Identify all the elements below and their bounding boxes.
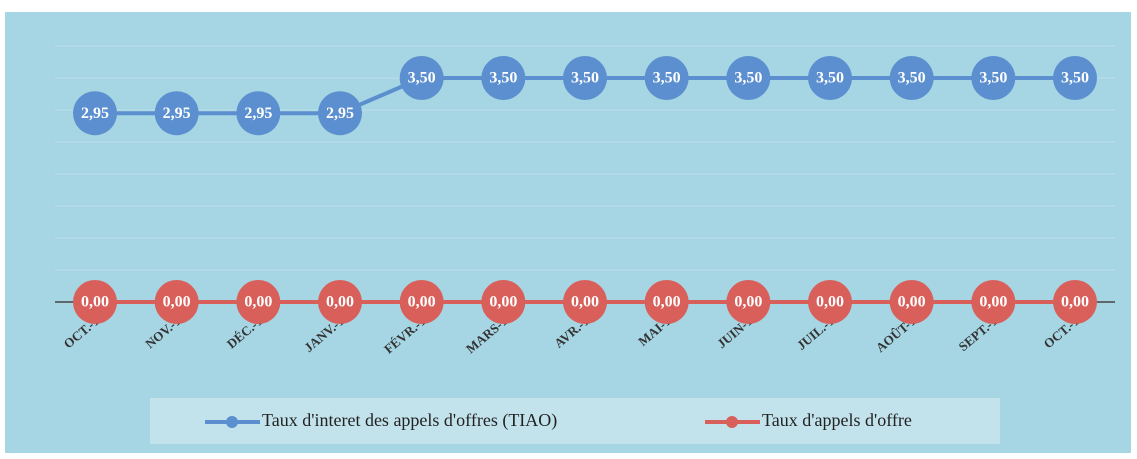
data-label: 3,50 <box>408 70 436 87</box>
data-point <box>808 280 852 324</box>
data-point <box>644 56 689 100</box>
data-point <box>73 91 117 136</box>
legend-label: Taux d'appels d'offre <box>762 410 912 430</box>
legend-marker <box>726 416 738 428</box>
data-point <box>318 91 362 136</box>
data-point <box>563 280 607 324</box>
data-label: 2,95 <box>326 105 354 122</box>
data-point <box>399 56 444 100</box>
data-label: 0,00 <box>163 294 191 311</box>
data-label: 3,50 <box>571 70 599 87</box>
data-point <box>481 280 526 324</box>
data-point <box>726 56 771 100</box>
data-label: 2,95 <box>81 105 109 122</box>
data-point <box>971 56 1016 100</box>
data-point <box>154 91 199 136</box>
data-point <box>399 280 444 324</box>
data-point <box>481 56 526 100</box>
data-label: 2,95 <box>163 105 191 122</box>
data-label: 0,00 <box>489 294 517 311</box>
data-label: 0,00 <box>898 294 926 311</box>
data-label: 3,50 <box>734 70 762 87</box>
legend-box <box>150 398 1000 444</box>
data-point <box>889 280 934 324</box>
data-label: 0,00 <box>816 294 844 311</box>
data-label: 0,00 <box>1061 294 1089 311</box>
data-point <box>236 280 281 324</box>
legend-label: Taux d'interet des appels d'offres (TIAO… <box>262 410 557 431</box>
data-point <box>1053 280 1097 324</box>
data-label: 0,00 <box>326 294 354 311</box>
legend-marker <box>226 416 238 428</box>
data-point <box>1053 56 1097 100</box>
data-label: 0,00 <box>653 294 681 311</box>
data-label: 0,00 <box>571 294 599 311</box>
data-point <box>889 56 934 100</box>
data-point <box>808 56 852 100</box>
data-label: 3,50 <box>489 70 517 87</box>
data-label: 0,00 <box>408 294 436 311</box>
data-label: 0,00 <box>81 294 109 311</box>
data-label: 3,50 <box>898 70 926 87</box>
data-point <box>73 280 117 324</box>
data-point <box>644 280 689 324</box>
data-label: 2,95 <box>244 105 272 122</box>
data-label: 0,00 <box>244 294 272 311</box>
data-label: 0,00 <box>979 294 1007 311</box>
data-label: 3,50 <box>653 70 681 87</box>
data-point <box>236 91 281 136</box>
data-label: 0,00 <box>734 294 762 311</box>
data-point <box>154 280 199 324</box>
data-point <box>726 280 771 324</box>
data-label: 3,50 <box>1061 70 1089 87</box>
data-label: 3,50 <box>979 70 1007 87</box>
data-label: 3,50 <box>816 70 844 87</box>
data-point <box>318 280 362 324</box>
data-point <box>971 280 1016 324</box>
data-point <box>563 56 607 100</box>
